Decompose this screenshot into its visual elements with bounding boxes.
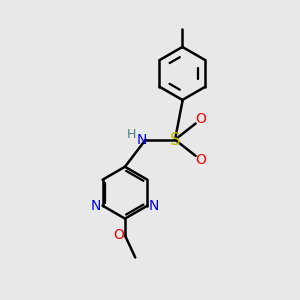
Text: N: N bbox=[91, 199, 101, 213]
Text: O: O bbox=[196, 153, 206, 167]
Text: O: O bbox=[196, 112, 206, 126]
Text: O: O bbox=[113, 228, 124, 242]
Text: N: N bbox=[137, 133, 147, 147]
Text: N: N bbox=[149, 199, 159, 213]
Text: H: H bbox=[127, 128, 136, 141]
Text: S: S bbox=[170, 131, 180, 149]
